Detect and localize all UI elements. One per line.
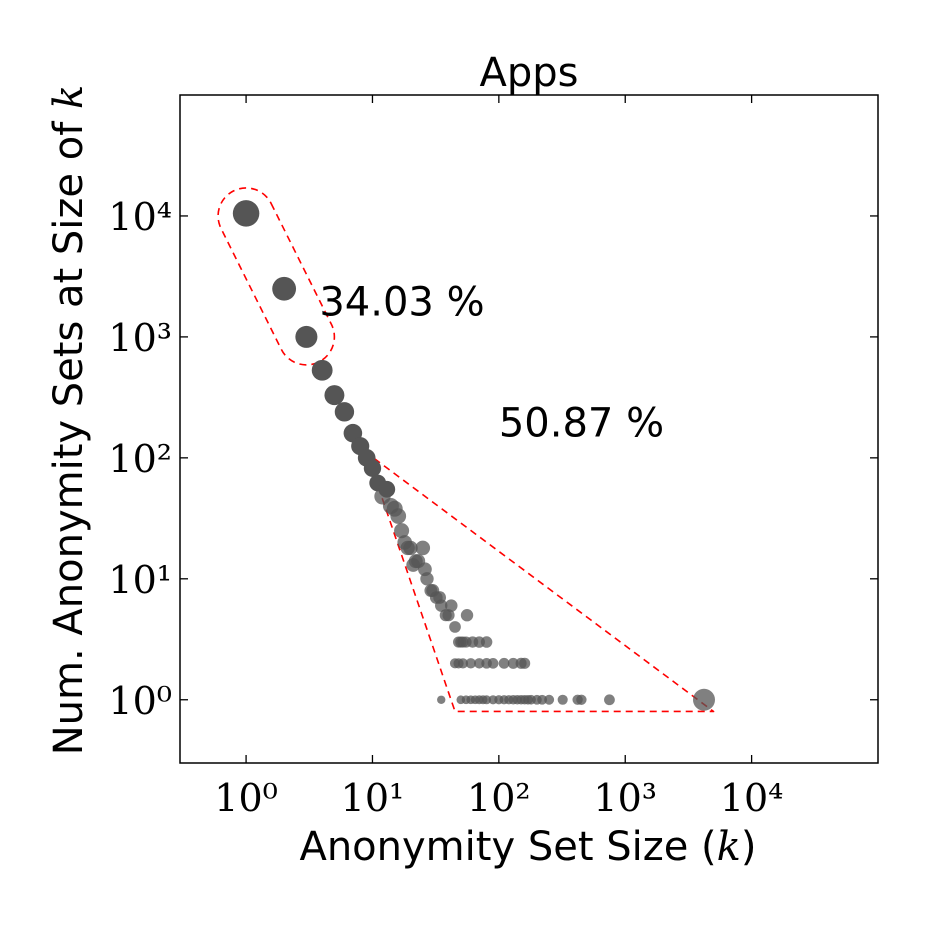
data-point [444, 599, 458, 612]
data-point [507, 657, 519, 669]
data-point [232, 200, 260, 227]
data-point [480, 636, 493, 648]
data-point [498, 657, 510, 669]
data-point [457, 658, 469, 669]
data-point [482, 695, 492, 705]
data-point [487, 658, 499, 669]
annotations: 34.03 % 50.87 % [319, 280, 664, 447]
data-point [415, 540, 431, 556]
data-point [537, 694, 548, 705]
data-point [604, 694, 615, 706]
data-point [442, 609, 455, 622]
data-point [465, 658, 476, 669]
x-tick-label: 10³ [593, 776, 657, 820]
y-axis: 10⁰ 10¹ 10² 10³ 10⁴ [108, 195, 878, 723]
data-point [324, 385, 345, 406]
x-tick-label: 10⁰ [214, 776, 278, 820]
data-point [576, 694, 587, 705]
highlight-regions [217, 187, 715, 713]
annotation-label: 50.87 % [499, 401, 664, 447]
data-point [474, 658, 485, 669]
x-axis-label: Anonymity Set Size (k) [299, 824, 756, 870]
data-point [449, 621, 461, 633]
data-point [557, 694, 568, 705]
y-tick-label: 10³ [108, 316, 172, 360]
chart-title: Apps [480, 50, 579, 96]
x-axis: 10⁰ 10¹ 10² 10³ 10⁴ [214, 95, 783, 820]
data-points [232, 200, 716, 711]
y-tick-label: 10⁰ [108, 679, 172, 723]
highlight-capsule [217, 187, 336, 366]
data-point [460, 609, 474, 622]
highlight-triangle [365, 452, 715, 713]
data-point [437, 695, 446, 704]
data-point [272, 276, 297, 301]
x-tick-label: 10² [467, 776, 531, 820]
plot-frame [179, 94, 879, 764]
y-axis-label: Num. Anonymity Sets at Size of k [46, 85, 92, 756]
data-point [334, 402, 355, 422]
x-tick-label: 10⁴ [720, 776, 784, 820]
data-point [311, 359, 333, 381]
data-point [420, 572, 434, 586]
data-point [519, 657, 531, 669]
y-tick-label: 10¹ [108, 558, 172, 602]
y-tick-label: 10⁴ [108, 195, 172, 239]
data-point [435, 599, 448, 612]
data-point [544, 694, 555, 705]
data-point [693, 688, 716, 711]
data-point [378, 480, 396, 498]
x-tick-label: 10¹ [341, 776, 405, 820]
data-point [403, 540, 418, 556]
annotation-label: 34.03 % [319, 280, 484, 326]
data-point [394, 523, 410, 539]
data-point [295, 325, 318, 348]
data-point [390, 508, 407, 524]
data-point [363, 459, 382, 477]
y-tick-label: 10² [108, 437, 172, 481]
